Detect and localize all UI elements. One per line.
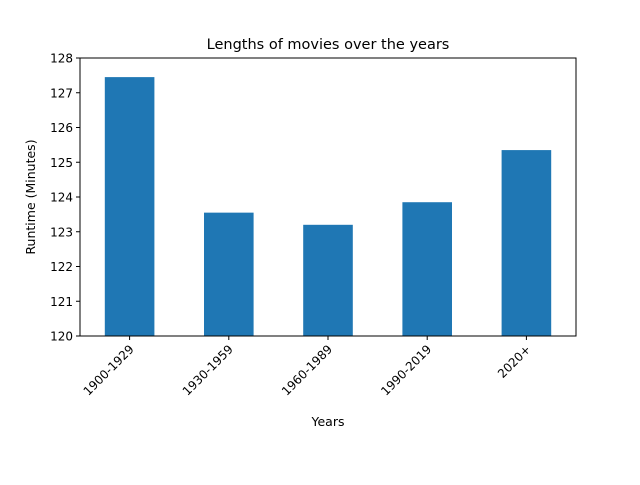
y-axis: 120 121 122 123 124 125 126 127 128 bbox=[50, 52, 80, 344]
y-tick-label: 124 bbox=[50, 191, 73, 205]
bar-1930-1959 bbox=[204, 212, 254, 336]
bars-layer bbox=[104, 77, 552, 337]
y-tick-label: 125 bbox=[50, 156, 73, 170]
y-tick-label: 128 bbox=[50, 52, 73, 66]
bar-2020+ bbox=[501, 150, 552, 336]
bar-1990-2019 bbox=[402, 202, 452, 336]
plot-frame bbox=[79, 57, 577, 337]
y-axis-label: Runtime (Minutes) bbox=[23, 139, 38, 254]
bar-1960-1989 bbox=[303, 224, 353, 336]
y-tick-label: 126 bbox=[50, 121, 73, 135]
chart-title: Lengths of movies over the years bbox=[207, 37, 450, 53]
y-tick-label: 123 bbox=[50, 225, 73, 239]
x-axis-label: Years bbox=[311, 414, 345, 429]
bar-1900-1929 bbox=[104, 77, 155, 337]
y-tick-label: 120 bbox=[50, 330, 73, 344]
y-tick-label: 122 bbox=[50, 260, 73, 274]
y-tick-label: 121 bbox=[50, 295, 73, 309]
y-tick-label: 127 bbox=[50, 86, 73, 100]
